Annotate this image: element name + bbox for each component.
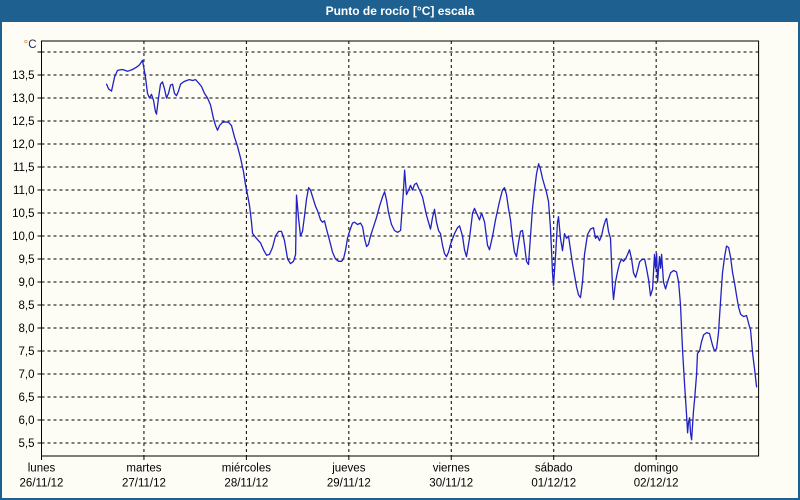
y-axis-tick-label: 13,0 (12, 93, 34, 105)
x-axis-day-label: jueves (331, 463, 365, 475)
y-axis-tick-label: 8,0 (19, 323, 35, 335)
y-axis-tick-label: 8,5 (19, 300, 35, 312)
y-axis-tick-label: 12,5 (12, 116, 34, 128)
x-axis-date-label: 29/11/12 (327, 478, 371, 490)
y-axis-tick-label: 7,5 (19, 346, 35, 358)
plot-border (41, 40, 760, 457)
x-axis-date-label: 01/12/12 (531, 478, 576, 490)
data-line (105, 59, 758, 441)
y-axis-tick-label: 10,0 (12, 231, 34, 243)
y-grid: 13,5 13,0 12,5 12,0 11,5 11,0 10,5 10,0 9,5 9,0 8,… (12, 39, 759, 450)
x-axis-day-label: sábado (535, 463, 573, 475)
chart-area: 13,5 13,0 12,5 12,0 11,5 11,0 10,5 10,0 9,5 9,0 8,… (2, 22, 798, 498)
y-axis-tick-label: 11,5 (13, 162, 35, 174)
x-axis-day-label: miércoles (222, 463, 271, 475)
x-axis-day-label: viernes (433, 463, 470, 475)
x-grid: lunes 26/11/12 martes 27/11/12 miércoles 28/1… (20, 41, 679, 490)
y-axis-tick-label: 10,5 (12, 208, 34, 220)
y-axis-tick-label: 7,0 (19, 369, 35, 381)
y-axis-tick-label: 9,5 (19, 254, 35, 266)
x-axis-date-label: 27/11/12 (122, 478, 166, 490)
y-axis-tick-label: 12,0 (12, 139, 34, 151)
x-axis-day-label: lunes (28, 463, 56, 475)
y-axis-tick-label: 13,5 (12, 70, 34, 82)
x-axis-date-label: 28/11/12 (224, 478, 268, 490)
y-axis-tick-label: 6,0 (19, 415, 35, 427)
x-axis-date-label: 02/12/12 (634, 478, 679, 490)
x-axis-date-label: 26/11/12 (20, 478, 64, 490)
window-titlebar: Punto de rocío [°C] escala (2, 0, 798, 22)
dewpoint-chart: 13,5 13,0 12,5 12,0 11,5 11,0 10,5 10,0 9,5 9,0 8,… (12, 39, 760, 490)
y-axis-tick-label: 9,0 (19, 277, 35, 289)
y-axis-tick-label: 5,5 (19, 438, 35, 450)
y-axis-tick-label: 11,0 (13, 185, 35, 197)
y-axis-unit-label: °C (24, 39, 37, 51)
window-title: Punto de rocío [°C] escala (325, 4, 475, 18)
x-axis-date-label: 30/11/12 (429, 478, 473, 490)
x-axis-day-label: domingo (634, 463, 678, 475)
x-axis-day-label: martes (126, 463, 161, 475)
y-axis-tick-label: 6,5 (19, 392, 35, 404)
